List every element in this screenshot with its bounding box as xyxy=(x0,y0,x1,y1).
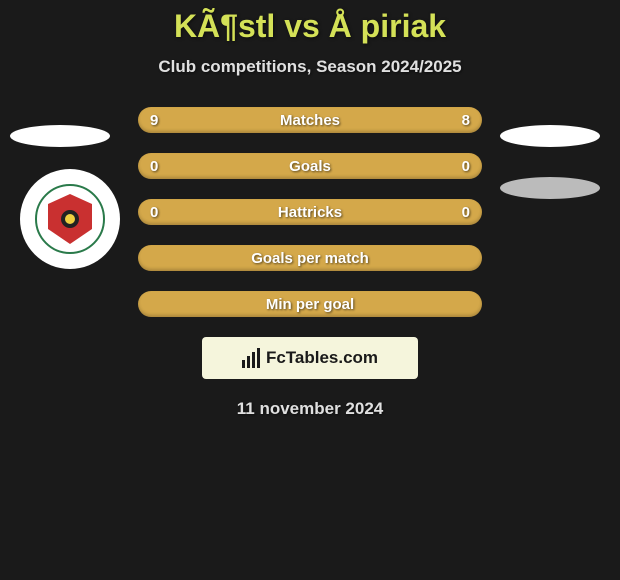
team-pill-right-1 xyxy=(500,125,600,147)
team-pill-right-2 xyxy=(500,177,600,199)
stat-matches-right: 8 xyxy=(450,112,470,129)
stat-gpm-label: Goals per match xyxy=(150,250,470,267)
stat-hattricks-label: Hattricks xyxy=(278,204,342,221)
stat-matches-left: 9 xyxy=(150,112,170,129)
stat-goals-right: 0 xyxy=(450,158,470,175)
fctables-attribution[interactable]: FcTables.com xyxy=(202,337,418,379)
stat-min-per-goal: Min per goal xyxy=(138,291,482,317)
fctables-label: FcTables.com xyxy=(266,348,378,368)
stat-mpg-label: Min per goal xyxy=(150,296,470,313)
match-title: KÃ¶stl vs Å piriak xyxy=(0,8,620,45)
icon-bar xyxy=(242,360,245,368)
icon-bar xyxy=(247,356,250,368)
stat-matches: 9 Matches 8 xyxy=(138,107,482,133)
badge-center-dot xyxy=(61,210,79,228)
stat-hattricks-left: 0 xyxy=(150,204,170,221)
stat-goals-per-match: Goals per match xyxy=(138,245,482,271)
stat-hattricks-right: 0 xyxy=(450,204,470,221)
shield-icon xyxy=(48,194,92,244)
team-badge-left xyxy=(20,169,120,269)
badge-yellow-dot xyxy=(65,214,75,224)
badge-circle xyxy=(35,184,105,254)
icon-bar xyxy=(257,348,260,368)
stat-hattricks: 0 Hattricks 0 xyxy=(138,199,482,225)
match-date: 11 november 2024 xyxy=(0,399,620,419)
stat-goals: 0 Goals 0 xyxy=(138,153,482,179)
team-pill-left xyxy=(10,125,110,147)
stat-goals-label: Goals xyxy=(289,158,331,175)
bar-chart-icon xyxy=(242,348,260,368)
stat-goals-left: 0 xyxy=(150,158,170,175)
icon-bar xyxy=(252,352,255,368)
competition-subtitle: Club competitions, Season 2024/2025 xyxy=(0,57,620,77)
badge-inner xyxy=(35,184,105,254)
stat-matches-label: Matches xyxy=(280,112,340,129)
